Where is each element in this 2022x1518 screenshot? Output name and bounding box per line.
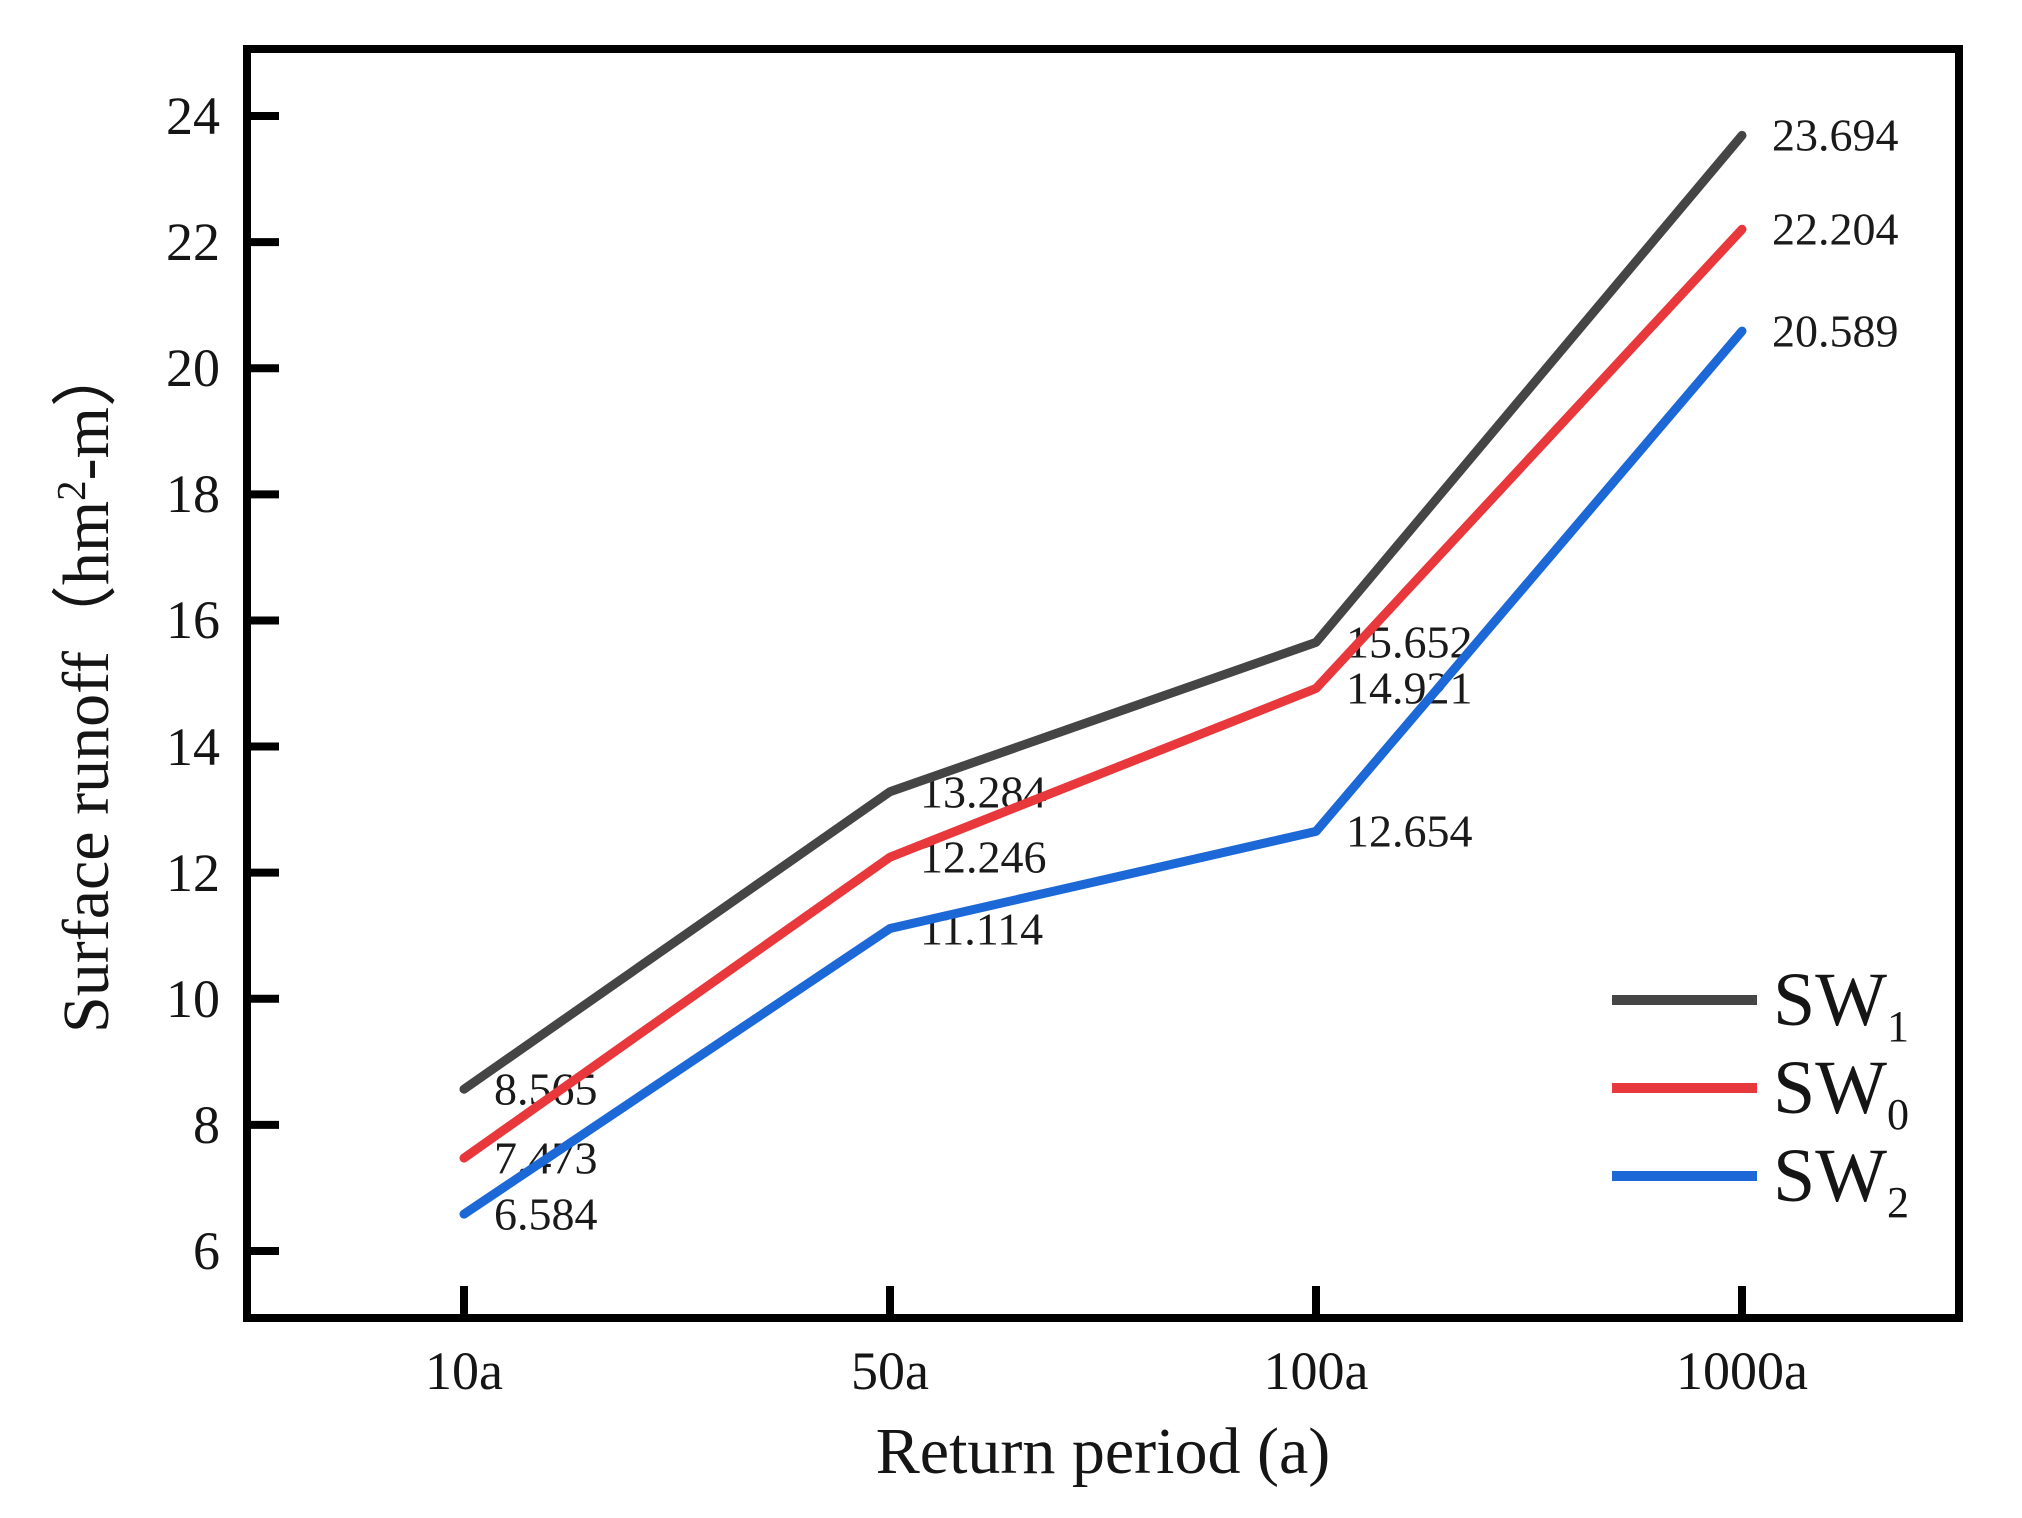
legend-line-swatch — [1612, 1171, 1757, 1181]
y-axis-tick-label: 20 — [166, 338, 220, 399]
y-axis-tick-label: 12 — [166, 842, 220, 903]
y-axis-tick-label: 16 — [166, 590, 220, 651]
x-axis-title: Return period (a) — [875, 1415, 1331, 1488]
plot-area: 8.565 13.284 15.652 23.694 7.473 12.246 14.921… — [243, 45, 1963, 1322]
data-point-label: 6.584 — [494, 1188, 598, 1240]
x-axis-tick-label: 1000a — [1676, 1341, 1808, 1401]
series-line-sw2 — [459, 326, 1747, 1219]
y-axis-tick-label: 8 — [193, 1094, 220, 1155]
legend-item-sw2: SW2 — [1612, 1132, 1910, 1228]
x-axis-tick-label: 10a — [425, 1341, 503, 1401]
legend-line-swatch — [1612, 995, 1757, 1005]
y-axis-title: Surface runoff（hm2-m） — [32, 341, 128, 1033]
data-point-label: 22.204 — [1772, 203, 1899, 255]
legend-label: SW0 — [1773, 1046, 1910, 1140]
data-point-label: 23.694 — [1772, 109, 1899, 161]
data-point-label: 15.652 — [1346, 616, 1473, 668]
y-axis-tick-label: 22 — [166, 212, 220, 273]
legend-label: SW2 — [1773, 1134, 1910, 1228]
y-axis-tick-label: 14 — [166, 716, 220, 777]
series-line-sw0 — [459, 224, 1747, 1163]
x-axis-tick-label: 100a — [1263, 1341, 1369, 1401]
y-axis-tick-label: 6 — [193, 1220, 220, 1281]
chart-lines-svg — [251, 112, 1747, 1314]
legend-label: SW1 — [1773, 958, 1910, 1052]
legend-line-swatch — [1612, 1083, 1757, 1093]
y-axis-tick-label: 24 — [166, 86, 220, 147]
y-axis-tick-label: 18 — [166, 464, 220, 525]
legend-item-sw0: SW0 — [1612, 1044, 1910, 1140]
data-point-label: 12.654 — [1346, 805, 1473, 857]
plot-inner: 8.565 13.284 15.652 23.694 7.473 12.246 14.921… — [251, 53, 1955, 1314]
data-point-label: 20.589 — [1772, 305, 1899, 357]
x-axis-tick-label: 50a — [851, 1341, 929, 1401]
y-axis-tick-label: 10 — [166, 968, 220, 1029]
series-line-sw1 — [459, 130, 1747, 1094]
legend-item-sw1: SW1 — [1612, 956, 1910, 1052]
legend: SW1 SW0 SW2 — [1612, 956, 1910, 1228]
